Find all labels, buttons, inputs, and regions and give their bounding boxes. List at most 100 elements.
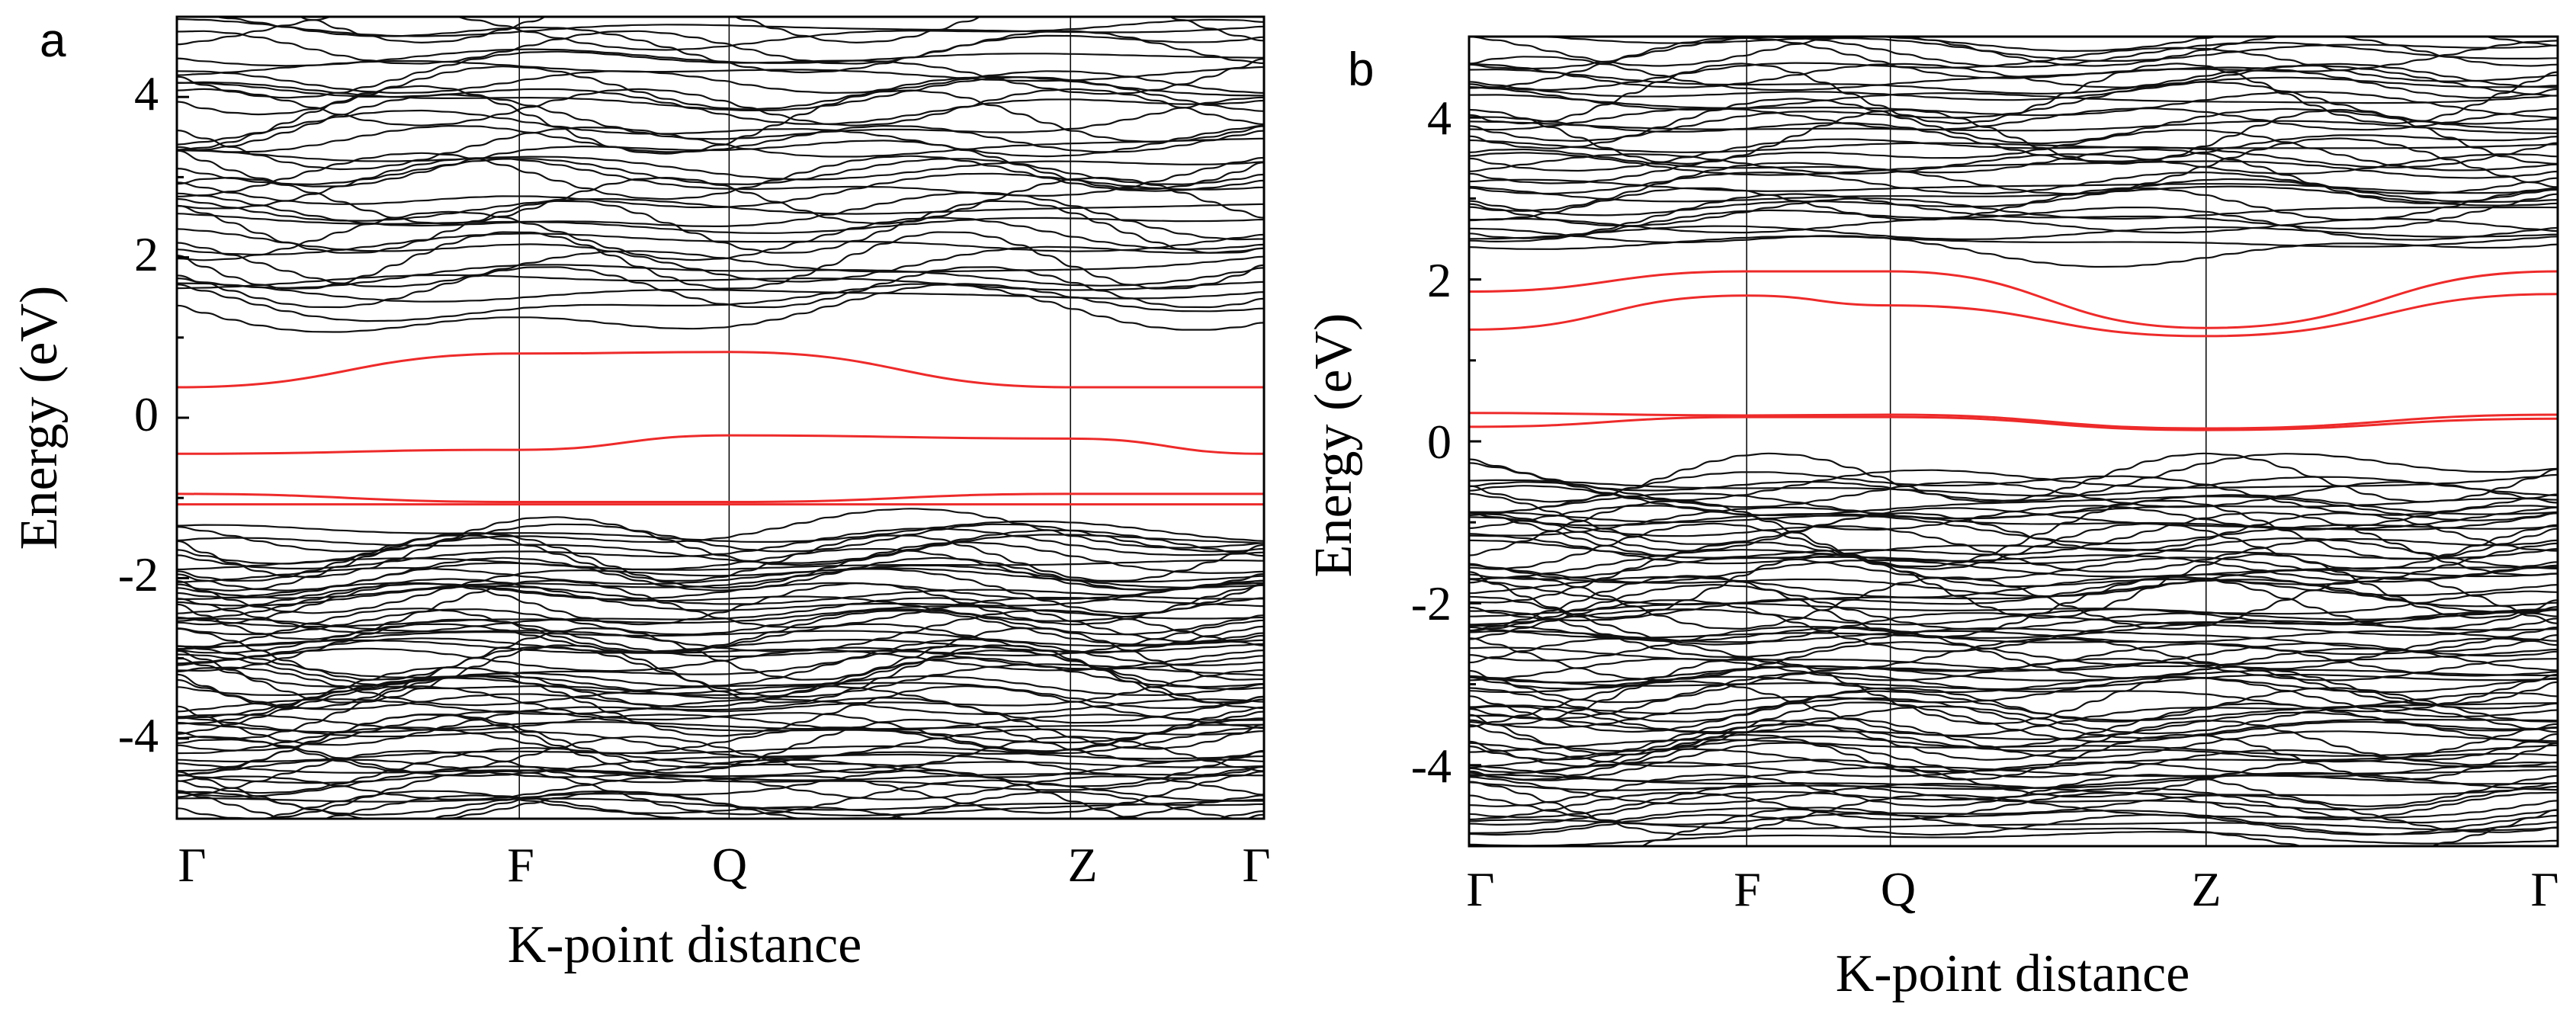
x-tick-label: Q bbox=[1881, 862, 1916, 916]
highlight-band-line bbox=[1469, 293, 2558, 338]
band-line bbox=[177, 566, 1264, 585]
band-line bbox=[1469, 516, 2558, 572]
highlight-band-line bbox=[177, 492, 1264, 504]
band-line bbox=[177, 88, 1264, 127]
band-line bbox=[1469, 665, 2558, 684]
x-tick-label: F bbox=[1734, 862, 1761, 916]
band-line bbox=[1469, 776, 2558, 805]
band-line bbox=[177, 126, 1264, 171]
highlight-bands bbox=[177, 351, 1264, 506]
highlight-band-line bbox=[177, 434, 1264, 455]
band-line bbox=[1469, 37, 2558, 70]
band-line bbox=[1469, 791, 2558, 821]
band-line bbox=[177, 66, 1264, 116]
band-line bbox=[1469, 720, 2558, 761]
band-line bbox=[1469, 139, 2558, 153]
band-line bbox=[1469, 642, 2558, 672]
band-line bbox=[1469, 63, 2558, 88]
band-line bbox=[177, 749, 1264, 814]
band-line bbox=[177, 675, 1264, 697]
band-line bbox=[1469, 723, 2558, 774]
band-line bbox=[1469, 787, 2558, 826]
band-line bbox=[1469, 771, 2558, 791]
band-line bbox=[1469, 148, 2558, 212]
band-line bbox=[1534, 37, 2558, 63]
band-line bbox=[1469, 492, 2558, 520]
band-line bbox=[177, 644, 1264, 704]
band-line bbox=[1469, 583, 2558, 633]
band-line bbox=[1469, 781, 2558, 819]
band-line bbox=[177, 158, 1264, 185]
band-line bbox=[1469, 453, 2558, 502]
y-tick-label: -4 bbox=[118, 708, 159, 762]
band-line bbox=[1469, 193, 2558, 239]
band-line bbox=[177, 739, 1264, 779]
band-line bbox=[1469, 107, 2558, 131]
band-line bbox=[177, 283, 1264, 331]
band-line bbox=[177, 232, 1264, 256]
band-line bbox=[1469, 197, 2558, 227]
band-line bbox=[177, 761, 1264, 778]
band-line bbox=[177, 765, 1264, 797]
band-line bbox=[1469, 553, 2558, 619]
band-line bbox=[1469, 637, 2558, 681]
band-line bbox=[1469, 661, 2558, 706]
band-line bbox=[177, 637, 1264, 672]
x-tick-label: Γ bbox=[1243, 838, 1271, 892]
panel-letter: b bbox=[1348, 43, 1374, 96]
band-line bbox=[177, 568, 1264, 615]
band-line bbox=[1469, 673, 2558, 691]
highlight-band-line bbox=[1469, 415, 2558, 431]
band-line bbox=[1469, 64, 2558, 97]
highlight-band-line bbox=[1469, 412, 2558, 430]
band-line bbox=[1469, 739, 2558, 757]
x-tick-label: Γ bbox=[178, 838, 207, 892]
band-line bbox=[177, 745, 1264, 763]
band-line bbox=[177, 645, 1264, 691]
y-tick-label: -2 bbox=[1411, 576, 1452, 630]
y-axis-ticks bbox=[177, 15, 189, 820]
y-tick-label: 0 bbox=[134, 387, 159, 441]
band-line bbox=[177, 109, 1264, 158]
band-line bbox=[177, 656, 1264, 710]
panel-b: b 4 2 0 -2 -4 Γ F Q Z Γ K-point distance… bbox=[1304, 35, 2559, 1003]
band-line bbox=[1469, 63, 2558, 125]
band-line bbox=[1469, 86, 2558, 111]
band-line bbox=[1469, 206, 2558, 243]
band-line bbox=[1469, 235, 2558, 250]
band-line bbox=[1469, 185, 2558, 207]
band-lines bbox=[177, 17, 1264, 819]
band-line bbox=[323, 794, 1264, 819]
x-tick-label: Z bbox=[1067, 838, 1097, 892]
band-line bbox=[177, 152, 1264, 200]
band-line bbox=[177, 50, 1264, 99]
x-tick-label: Q bbox=[712, 838, 747, 892]
x-tick-label: Γ bbox=[2531, 862, 2559, 916]
band-line bbox=[1699, 37, 2558, 53]
band-line bbox=[177, 76, 1264, 112]
band-line bbox=[177, 608, 1264, 636]
band-line bbox=[177, 758, 1264, 778]
band-line bbox=[177, 736, 1264, 774]
band-line bbox=[1469, 573, 2558, 622]
band-line bbox=[1469, 690, 2558, 733]
band-line bbox=[177, 547, 1264, 599]
panel-letter: a bbox=[40, 14, 66, 67]
x-tick-label: Γ bbox=[1467, 862, 1495, 916]
band-line bbox=[177, 769, 1264, 819]
band-line bbox=[177, 697, 1264, 750]
band-line bbox=[213, 17, 1264, 74]
y-tick-label: 0 bbox=[1427, 415, 1452, 469]
band-line bbox=[177, 70, 1264, 95]
band-line bbox=[1469, 46, 2558, 91]
band-line bbox=[1469, 556, 2558, 580]
y-tick-label: 2 bbox=[134, 227, 159, 281]
x-tick-label: Z bbox=[2191, 862, 2221, 916]
band-line bbox=[177, 608, 1264, 653]
band-line bbox=[1469, 37, 2558, 89]
band-line bbox=[1469, 630, 2558, 643]
band-line bbox=[265, 790, 1264, 819]
band-line bbox=[177, 630, 1264, 648]
y-axis-label: Energy (eV) bbox=[1304, 313, 1363, 578]
band-line bbox=[1469, 511, 2558, 545]
